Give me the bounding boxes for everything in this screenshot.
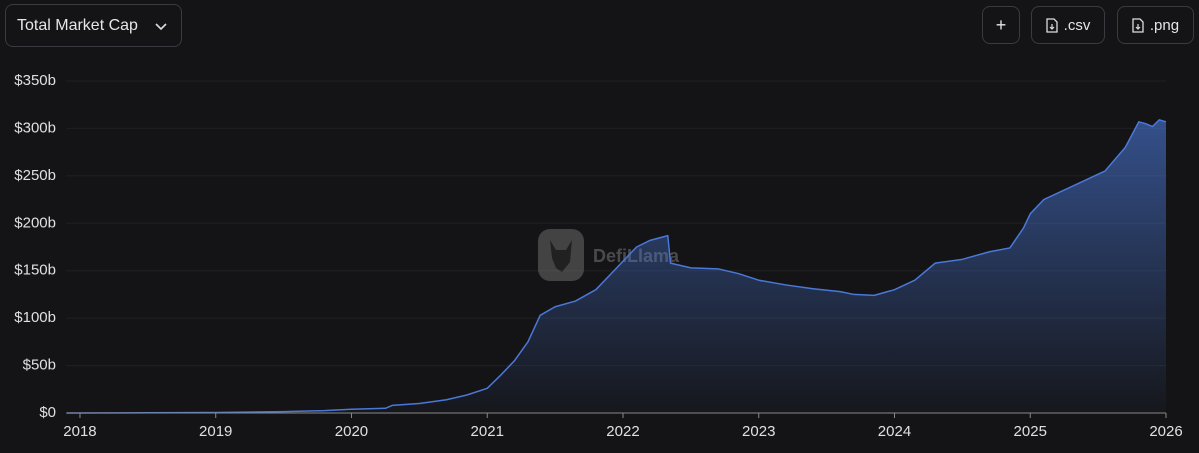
x-tick-label: 2024 [878,423,911,440]
file-icon [1046,17,1058,33]
dropdown-label: Total Market Cap [17,16,138,34]
csv-label: .csv [1063,16,1091,34]
x-tick-label: 2026 [1149,423,1182,440]
metric-dropdown[interactable]: Total Market Cap [5,4,182,47]
watermark-text: DefiLlama [593,246,680,266]
add-button[interactable]: + [982,6,1020,44]
watermark: DefiLlama [538,229,680,281]
y-tick-label: $150b [14,262,56,279]
area-line [66,119,1167,414]
add-label: + [995,14,1007,35]
x-tick-label: 2022 [606,423,639,440]
file-icon [1132,17,1144,33]
x-tick-label: 2023 [742,423,775,440]
y-tick-label: $200b [14,214,56,231]
y-tick-label: $100b [14,309,56,326]
y-tick-label: $350b [14,72,56,89]
y-tick-label: $250b [14,167,56,184]
y-tick-label: $0 [39,404,56,421]
chevron-icon [155,23,167,31]
y-tick-label: $300b [14,119,56,136]
x-tick-label: 2021 [471,423,504,440]
grid [66,80,1166,414]
csv-button[interactable]: .csv [1031,6,1105,44]
png-label: .png [1149,16,1180,34]
y-tick-label: $50b [23,357,56,374]
x-tick-label: 2020 [335,423,368,440]
x-tick-label: 2018 [63,423,96,440]
area-fill [66,119,1166,414]
png-button[interactable]: .png [1117,6,1194,44]
x-tick-label: 2019 [199,423,232,440]
x-tick-label: 2025 [1014,423,1047,440]
